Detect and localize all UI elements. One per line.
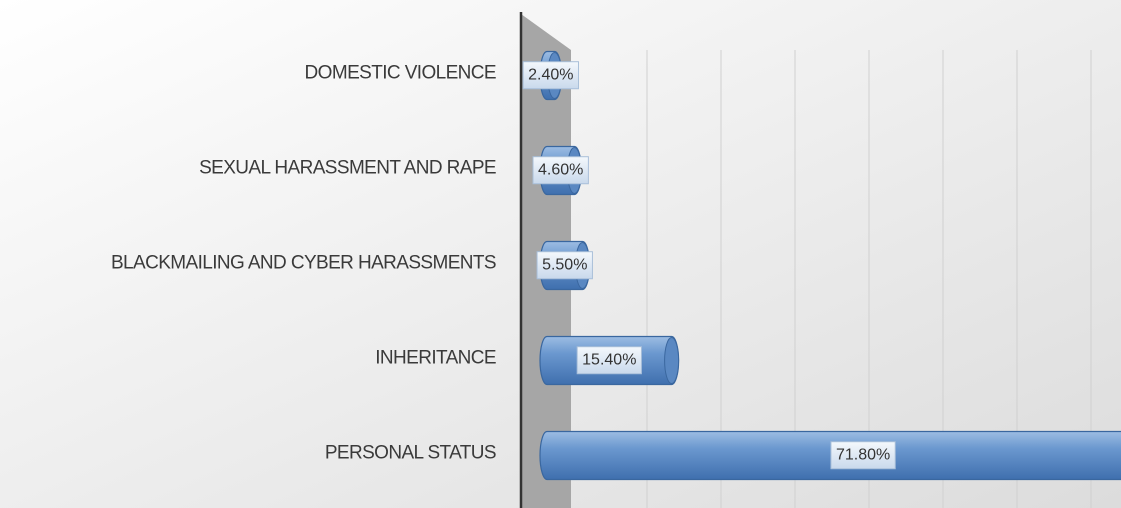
category-label: SEXUAL HARASSMENT AND RAPE — [199, 158, 496, 179]
value-label: 15.40% — [582, 352, 636, 369]
value-label: 2.40% — [528, 67, 573, 84]
value-label: 5.50% — [542, 257, 587, 274]
value-label-box — [536, 251, 593, 280]
value-label-box — [576, 346, 642, 375]
category-label: DOMESTIC VIOLENCE — [305, 63, 496, 84]
bar-cap — [664, 337, 680, 384]
value-label-box — [522, 61, 579, 90]
category-label: PERSONAL STATUS — [325, 443, 496, 464]
value-label-box — [830, 441, 896, 470]
category-label: BLACKMAILING AND CYBER HARASSMENTS — [111, 253, 496, 274]
value-label: 71.80% — [836, 447, 890, 464]
category-label: INHERITANCE — [375, 348, 496, 369]
value-label: 4.60% — [538, 162, 583, 179]
value-label-box — [532, 156, 589, 185]
